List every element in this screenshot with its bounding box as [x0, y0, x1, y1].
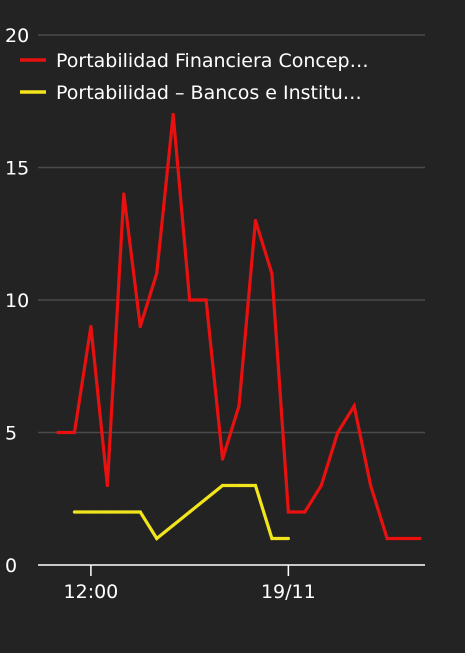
x-tick-label: 19/11: [261, 581, 316, 603]
legend-label: Portabilidad – Bancos e Institu…: [56, 82, 362, 104]
data-point: [220, 457, 225, 461]
series-line: [74, 483, 289, 541]
axes: 0 5 10 15 20 12:00 19/11: [5, 25, 425, 603]
data-point: [270, 536, 274, 541]
data-point: [352, 404, 356, 408]
series-lines: [56, 112, 422, 541]
data-point: [138, 510, 142, 514]
data-point: [122, 510, 126, 514]
data-point: [171, 112, 175, 117]
legend-item[interactable]: Portabilidad Financiera Concep…: [20, 50, 369, 72]
data-point: [204, 298, 208, 302]
legend-item[interactable]: Portabilidad – Bancos e Institu…: [20, 82, 362, 104]
data-point: [72, 510, 77, 514]
data-point: [401, 536, 406, 541]
data-point: [72, 430, 77, 435]
y-tick-label: 0: [5, 555, 17, 577]
data-point: [253, 483, 258, 488]
data-point: [418, 536, 422, 541]
data-point: [204, 497, 208, 501]
series-line: [58, 114, 420, 541]
y-tick-label: 10: [5, 290, 29, 312]
data-point: [155, 536, 159, 541]
data-point: [105, 510, 109, 514]
data-point: [286, 536, 290, 541]
series-0: [56, 112, 422, 541]
legend: Portabilidad Financiera Concep… Portabili…: [20, 50, 369, 104]
x-tick-label: 12:00: [64, 581, 119, 603]
data-point: [237, 483, 241, 488]
data-point: [220, 483, 225, 488]
data-point: [188, 298, 192, 302]
data-point: [188, 510, 192, 514]
y-tick-label: 5: [5, 423, 17, 445]
data-point: [286, 510, 290, 514]
data-point: [369, 483, 373, 488]
data-point: [138, 324, 142, 329]
y-tick-label: 15: [5, 158, 29, 180]
series-1: [72, 483, 290, 541]
data-point: [270, 271, 274, 276]
data-point: [89, 510, 93, 514]
data-point: [385, 536, 389, 541]
data-point: [336, 430, 340, 435]
data-point: [105, 483, 109, 488]
data-point: [303, 510, 307, 514]
data-point: [89, 324, 93, 329]
data-point: [155, 271, 159, 276]
y-tick-label: 20: [5, 25, 29, 47]
data-point: [253, 218, 258, 223]
data-point: [122, 192, 126, 196]
data-point: [319, 483, 323, 488]
legend-label: Portabilidad Financiera Concep…: [56, 50, 369, 72]
data-point: [56, 430, 60, 435]
data-point: [171, 523, 175, 527]
data-point: [237, 404, 241, 408]
